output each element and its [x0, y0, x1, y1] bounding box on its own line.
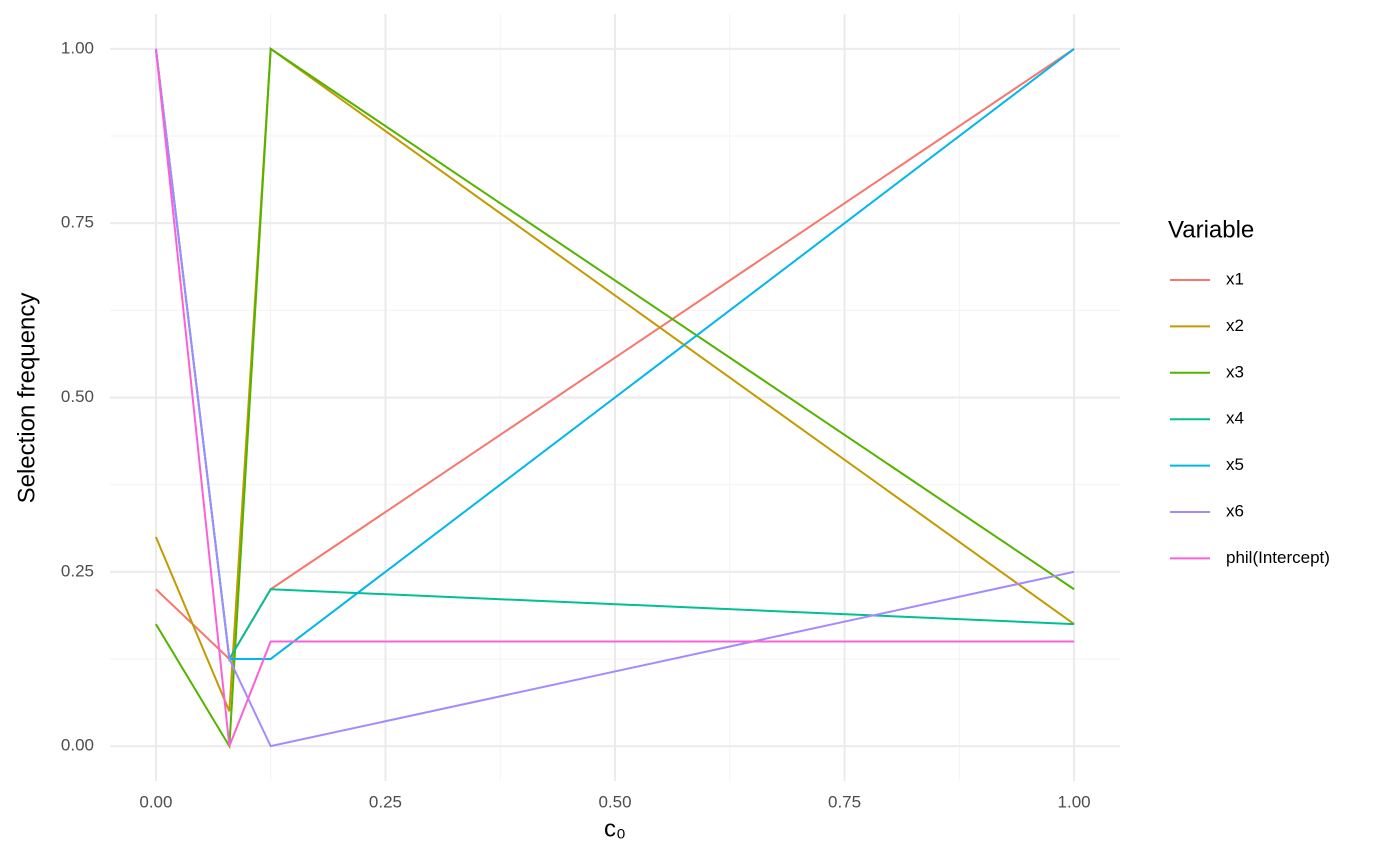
legend-label: x3: [1226, 362, 1244, 381]
legend-label: x4: [1226, 409, 1244, 428]
x-tick-label: 0.00: [139, 792, 172, 811]
legend-label: x6: [1226, 501, 1244, 520]
y-tick-label: 0.00: [61, 736, 94, 755]
series-line: [154, 48, 1075, 747]
x-tick-label: 1.00: [1058, 792, 1091, 811]
series-line: [155, 47, 1075, 750]
x-tick-label: 0.25: [369, 792, 402, 811]
legend-label: x2: [1226, 316, 1244, 335]
x-tick-label: 0.75: [828, 792, 861, 811]
y-tick-label: 1.00: [61, 38, 94, 57]
grid: [110, 14, 1120, 781]
legend-label: x1: [1226, 269, 1244, 288]
legend-label: phil(Intercept): [1226, 548, 1330, 567]
x-tick-label: 0.50: [598, 792, 631, 811]
series-line: [154, 46, 1075, 712]
y-tick-label: 0.75: [61, 213, 94, 232]
y-axis-label: Selection frequency: [13, 293, 40, 504]
series-line: [154, 48, 1075, 748]
y-tick-label: 0.50: [61, 387, 94, 406]
y-tick-label: 0.25: [61, 561, 94, 580]
legend-label: x5: [1226, 455, 1244, 474]
x-axis-label: c₀: [604, 815, 626, 842]
legend-title: Variable: [1168, 216, 1254, 243]
